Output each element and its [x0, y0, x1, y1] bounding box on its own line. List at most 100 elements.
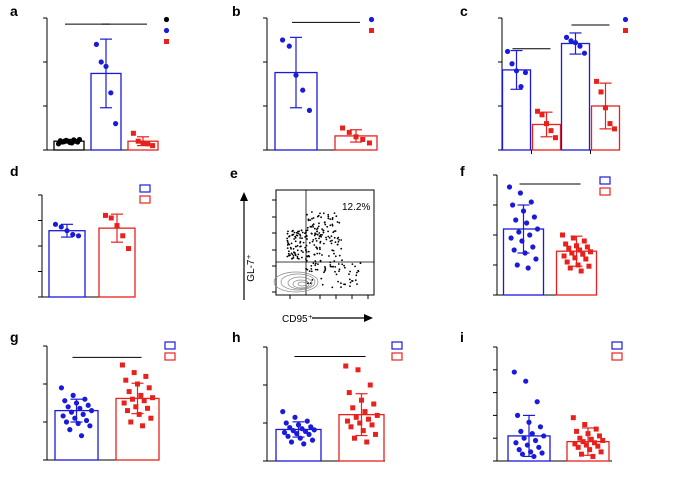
data-point: [143, 373, 149, 379]
flow-event: [338, 268, 341, 271]
chart-panel-b: b: [232, 3, 378, 151]
flow-event: [314, 237, 317, 240]
data-point: [88, 408, 95, 414]
data-point: [582, 422, 588, 428]
flow-event: [311, 224, 314, 227]
flow-x-ticks: [289, 295, 369, 299]
flow-event: [331, 223, 334, 226]
flow-event: [316, 247, 319, 250]
data-point: [587, 447, 593, 453]
data-point: [514, 412, 521, 418]
data-point: [61, 139, 67, 145]
panel-label-i: i: [460, 329, 464, 345]
data-point: [583, 256, 589, 262]
data-point: [120, 233, 126, 239]
flow-event: [306, 226, 309, 229]
data-point: [114, 223, 120, 229]
flow-event: [312, 226, 314, 228]
data-point: [345, 418, 350, 424]
flow-event: [305, 244, 308, 247]
flow-event: [336, 221, 339, 223]
flow-event: [310, 265, 313, 267]
flow-y-ticks: [272, 199, 276, 293]
flow-event: [325, 236, 327, 239]
data-point: [68, 409, 75, 415]
flow-event: [338, 239, 340, 241]
flow-event: [320, 277, 323, 280]
data-point: [522, 69, 529, 76]
data-point: [524, 220, 530, 226]
data-point: [583, 442, 589, 448]
data-point: [65, 138, 71, 144]
contour-density: [273, 271, 319, 293]
data-point: [148, 415, 154, 421]
flow-event: [316, 230, 319, 233]
flow-event: [327, 213, 330, 216]
flow-event: [336, 243, 339, 246]
data-point: [346, 390, 352, 396]
flow-event: [318, 222, 320, 225]
data-point: [293, 72, 299, 78]
flow-event: [331, 218, 334, 221]
panel-label-g: g: [10, 329, 19, 345]
data-point: [586, 263, 592, 269]
flow-event: [291, 253, 294, 256]
legend-marker: [623, 28, 628, 33]
data-point: [607, 121, 613, 127]
data-point: [552, 135, 558, 141]
flow-event: [348, 278, 351, 281]
data-point: [596, 433, 602, 439]
flow-event: [306, 255, 308, 258]
flow-event: [308, 270, 311, 272]
data-point: [128, 419, 134, 425]
data-point: [124, 408, 130, 414]
data-point: [350, 405, 356, 411]
data-point: [534, 226, 541, 232]
flow-event: [355, 274, 358, 277]
flow-event: [316, 268, 319, 271]
flow-event: [321, 228, 323, 231]
flow-event: [306, 229, 309, 232]
data-point: [121, 400, 127, 406]
flow-event: [356, 283, 358, 285]
flow-event: [305, 267, 307, 270]
panel-label-d: d: [10, 163, 19, 179]
flow-event: [293, 251, 295, 254]
flow-event: [295, 231, 298, 234]
chart-panel-c: c: [460, 3, 629, 154]
data-point: [510, 202, 516, 208]
flow-event: [323, 271, 325, 274]
data-point: [70, 231, 76, 238]
flow-event: [306, 213, 308, 216]
legend-swatch: [164, 352, 176, 361]
data-point: [520, 208, 527, 214]
data-point: [578, 451, 584, 457]
data-point: [285, 433, 291, 439]
flow-event: [309, 282, 312, 284]
data-point: [592, 440, 598, 446]
data-point: [588, 249, 593, 255]
data-point: [146, 385, 152, 391]
data-point: [580, 439, 586, 445]
data-point: [126, 246, 132, 252]
data-point: [58, 224, 64, 230]
data-point: [544, 121, 549, 127]
chart-panel-i: i: [460, 329, 623, 462]
flow-event: [354, 265, 356, 268]
data-point: [353, 134, 359, 140]
flow-event: [318, 252, 321, 255]
data-point: [522, 250, 528, 256]
flow-event: [296, 257, 299, 260]
data-point: [539, 112, 545, 118]
flow-event: [331, 286, 334, 289]
flow-event: [340, 239, 343, 241]
flow-event: [294, 235, 297, 238]
flow-event: [332, 249, 335, 252]
flow-event: [287, 241, 289, 244]
data-point: [87, 423, 93, 429]
flow-event: [316, 227, 319, 230]
data-point: [508, 235, 514, 241]
data-point: [563, 34, 570, 40]
data-point: [85, 402, 91, 408]
